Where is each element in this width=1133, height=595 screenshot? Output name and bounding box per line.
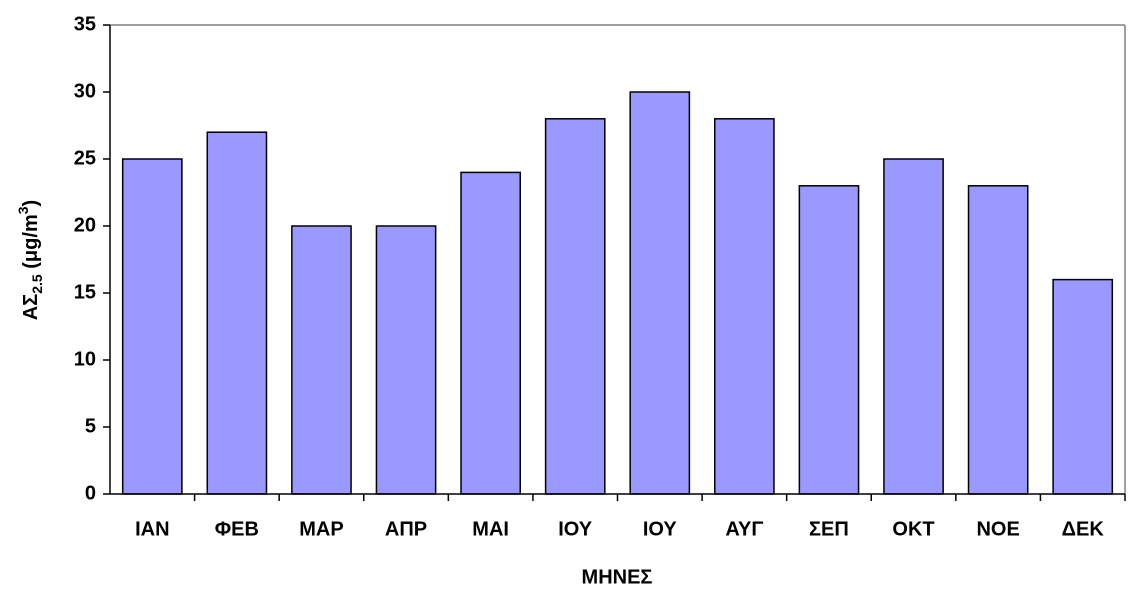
- y-tick-label: 30: [74, 80, 96, 102]
- y-tick-label: 0: [85, 482, 96, 504]
- x-tick-label: ΟΚΤ: [892, 518, 934, 540]
- x-tick-label: ΑΥΓ: [725, 518, 763, 540]
- y-tick-label: 20: [74, 214, 96, 236]
- y-label-sub: 2.5: [29, 274, 45, 294]
- x-tick-label: ΙΟΥ: [643, 518, 678, 540]
- bar: [798, 185, 860, 495]
- y-tick-label: 10: [74, 348, 96, 370]
- bar: [291, 225, 352, 495]
- x-tick-label: ΙΟΥ: [558, 518, 593, 540]
- bar: [1052, 278, 1114, 495]
- x-axis-label: ΜΗΝΕΣ: [582, 566, 653, 588]
- x-tick-label: ΜΑΡ: [299, 518, 343, 540]
- bar: [121, 158, 183, 495]
- bar: [460, 171, 521, 495]
- x-tick-label: ΦΕΒ: [215, 518, 259, 540]
- y-label-sup: 3: [15, 206, 31, 214]
- x-tick-label: ΜΑΙ: [472, 518, 509, 540]
- y-tick-label: 15: [74, 281, 96, 303]
- bar: [883, 158, 944, 495]
- y-label-part: (μg/m: [20, 214, 42, 274]
- y-axis-label: ΑΣ2.5 (μg/m3): [15, 200, 45, 320]
- y-tick-label: 25: [74, 147, 96, 169]
- x-tick-label: ΑΠΡ: [385, 518, 427, 540]
- y-label-part: ΑΣ: [20, 294, 42, 320]
- bar: [544, 118, 606, 495]
- x-tick-label: ΙΑΝ: [135, 518, 169, 540]
- y-tick-label: 35: [74, 13, 96, 35]
- bar: [375, 225, 437, 495]
- bar: [629, 91, 691, 495]
- x-tick-label: ΣΕΠ: [809, 518, 849, 540]
- bar: [714, 118, 775, 495]
- bar: [206, 131, 268, 495]
- y-label-part: ): [20, 200, 42, 207]
- x-tick-label: ΝΟΕ: [976, 518, 1019, 540]
- y-tick-label: 5: [85, 415, 96, 437]
- bar: [967, 185, 1029, 495]
- x-tick-label: ΔΕΚ: [1062, 518, 1105, 540]
